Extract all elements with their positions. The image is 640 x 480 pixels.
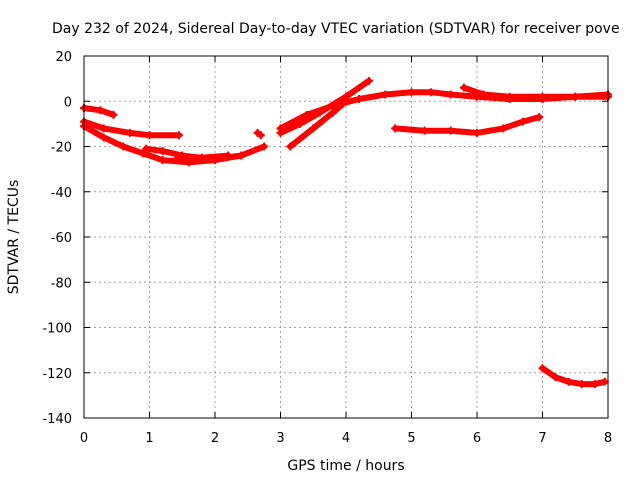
data-point [286,142,295,151]
data-point [342,97,350,106]
data-point [138,149,147,158]
y-tick-label: -100 [42,322,72,337]
series-arc-f [253,128,265,140]
y-tick-label: 20 [55,50,72,65]
x-tick-label: 2 [211,431,219,446]
data-point [427,88,436,97]
data-point [109,110,118,119]
data-point [355,94,364,103]
axes-ticks: 0 1 2 3 4 5 6 7 8 -140 -120 -100 -80 -60 -40 -20 0 20 [42,50,612,446]
x-tick-label: 0 [80,431,88,446]
data-point [446,126,455,135]
data-point [328,108,337,117]
y-tick-label: -20 [51,141,72,156]
data-point [260,142,269,151]
data-point [538,92,547,101]
data-point [174,131,183,140]
series-line [392,114,543,136]
data-point [99,133,108,142]
series-line [460,84,611,100]
data-point [171,156,180,165]
data-point [420,126,429,135]
data-point [364,76,373,85]
data-point [446,90,455,99]
y-tick-label: -40 [51,186,72,201]
series-arc-e [171,151,233,165]
x-tick-label: 6 [473,431,481,446]
x-tick-label: 3 [276,431,284,446]
data-point [564,377,573,386]
x-tick-label: 5 [407,431,415,446]
data-point [538,364,547,373]
grid [84,56,608,418]
data-point [256,131,265,140]
data-point [125,128,134,137]
data-point [505,92,514,101]
x-tick-label: 4 [342,431,350,446]
data-point [391,124,400,133]
series-line [287,98,349,150]
data-point [381,90,390,99]
y-tick-label: -60 [51,231,72,246]
data-point [551,373,560,382]
data-point [142,144,151,153]
y-tick-label: 0 [64,95,72,110]
data-point [479,90,488,99]
data-point [96,106,105,115]
y-tick-label: -140 [42,412,72,427]
data-point [302,110,311,119]
data-point [535,113,544,122]
x-axis-label: GPS time / hours [287,458,404,474]
data-point [158,156,167,165]
series-line [81,105,117,118]
data-point [309,124,318,133]
data-point [99,124,108,133]
data-point [224,151,233,160]
data-point [577,380,586,389]
data-point [145,131,154,140]
data-point [518,117,527,126]
data-point [571,92,580,101]
series-arc-a [80,104,118,119]
y-tick-label: -120 [42,367,72,382]
x-tick-label: 1 [145,431,153,446]
series-arc-k [391,113,544,137]
series-arc-l [538,364,609,389]
data-point [119,142,128,151]
data-point [197,153,206,162]
x-tick-label: 7 [538,431,546,446]
series-arc-i [286,97,350,151]
data-point [328,101,337,110]
data-point [600,377,609,386]
data-point [459,83,468,92]
data-point [499,124,508,133]
data-point [237,151,246,160]
data-point [276,124,285,133]
data-point [158,147,167,156]
series-arc-j [459,83,612,101]
y-tick-label: -80 [51,276,72,291]
y-axis-label: SDTVAR / TECUs [6,180,22,295]
data-point [407,88,416,97]
x-tick-label: 8 [604,431,612,446]
plot-area [80,76,612,389]
data-point [590,380,599,389]
chart-title: Day 232 of 2024, Sidereal Day-to-day VTE… [52,21,620,37]
data-point [473,128,481,137]
